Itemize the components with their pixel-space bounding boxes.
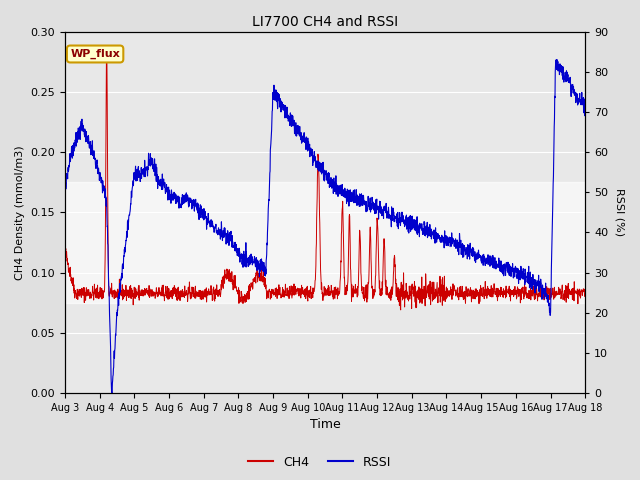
Text: WP_flux: WP_flux [70,49,120,59]
X-axis label: Time: Time [310,419,340,432]
Bar [65,182,585,303]
Legend: CH4, RSSI: CH4, RSSI [243,451,397,474]
Y-axis label: RSSI (%): RSSI (%) [615,188,625,237]
Title: LI7700 CH4 and RSSI: LI7700 CH4 and RSSI [252,15,398,29]
Y-axis label: CH4 Density (mmol/m3): CH4 Density (mmol/m3) [15,145,25,280]
